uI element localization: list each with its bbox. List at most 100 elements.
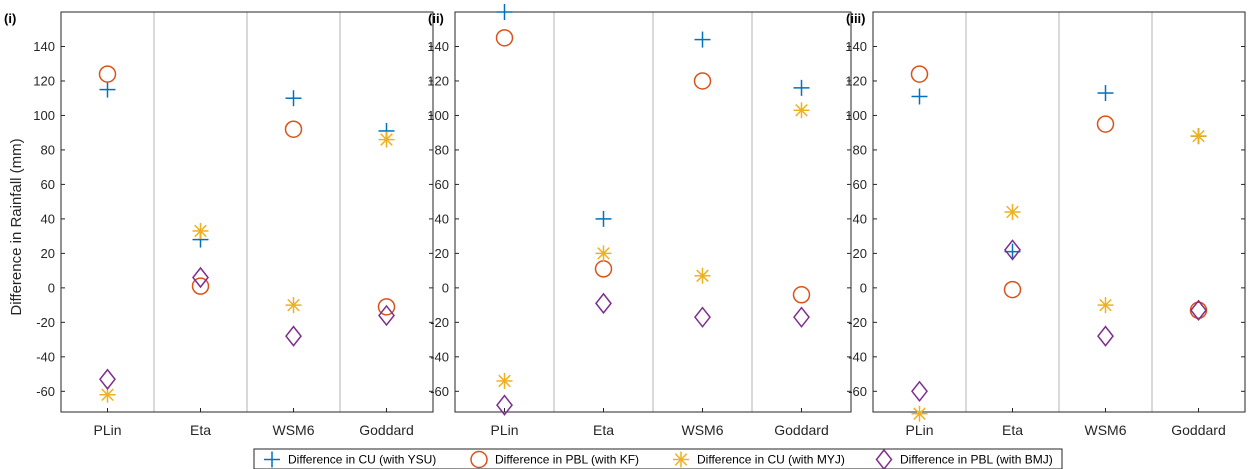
legend-box <box>253 448 1063 469</box>
x-tick-label: Goddard <box>359 422 413 438</box>
asterisk-data-point <box>911 405 928 422</box>
panels: (i) -60 -40 -20 0 20 40 60 80 100 120 140 PLin Eta WSM… <box>4 4 1246 438</box>
y-tick-label: -40 <box>848 349 867 364</box>
x-tick-label: PLin <box>93 422 121 438</box>
panel-label: (ii) <box>428 11 444 26</box>
legend-entry: Difference in CU (with MYJ) <box>673 451 845 468</box>
y-tick-label: -40 <box>430 349 449 364</box>
y-tick-label: 20 <box>41 246 55 261</box>
diamond-data-point <box>1097 325 1114 347</box>
chart-panel-1: (i) -60 -40 -20 0 20 40 60 80 100 120 140 PLin Eta WSM… <box>4 11 434 438</box>
legend-label: Difference in CU (with YSU) <box>288 453 436 467</box>
plus-data-point <box>595 210 612 227</box>
asterisk-data-point <box>1190 128 1207 145</box>
diamond-data-point <box>595 292 612 315</box>
asterisk-data-point <box>1004 204 1021 220</box>
circle-data-point <box>1189 301 1208 320</box>
circle-data-point <box>792 286 811 304</box>
asterisk-data-point <box>378 131 395 148</box>
circle-data-point <box>495 29 514 47</box>
y-tick-label: 40 <box>41 211 55 226</box>
y-tick-label: 140 <box>33 39 55 54</box>
legend-entry: Difference in PBL (with KF) <box>470 450 639 469</box>
x-tick-label: PLin <box>905 422 933 438</box>
y-tick-label: 20 <box>435 246 449 261</box>
x-tick-label: Eta <box>593 422 614 438</box>
y-tick-label: 120 <box>427 73 449 88</box>
diamond-data-point <box>793 306 810 328</box>
chart-panel-2: (ii) -60 -40 -20 0 20 40 60 80 100 120 140 PLin Eta WS… <box>427 4 852 438</box>
axes-box <box>60 11 434 413</box>
plus-data-point <box>911 88 928 105</box>
asterisk-data-point <box>285 297 302 314</box>
plus-data-point <box>694 31 711 48</box>
plus-data-point <box>285 90 302 107</box>
y-tick-label: 60 <box>435 177 449 192</box>
x-tick-label: Eta <box>190 422 211 438</box>
asterisk-data-point <box>694 267 711 284</box>
asterisk-data-point <box>1097 297 1114 314</box>
circle-data-point <box>693 72 712 90</box>
circle-data-point <box>191 277 210 295</box>
x-tick-label: WSM6 <box>1085 422 1127 438</box>
y-tick-label: 140 <box>845 39 867 54</box>
y-tick-label: 80 <box>435 142 449 157</box>
plus-data-point <box>99 81 116 98</box>
diamond-data-point <box>1190 299 1207 321</box>
x-tick-label: PLin <box>490 422 518 438</box>
y-tick-label: 20 <box>853 246 867 261</box>
diamond-data-point <box>285 325 302 347</box>
circle-data-point <box>1096 115 1115 133</box>
y-tick-label: 140 <box>427 39 449 54</box>
legend-entry: Difference in PBL (with BMJ) <box>875 448 1053 469</box>
y-tick-label: 0 <box>48 280 55 295</box>
diamond-data-point <box>378 304 395 327</box>
x-tick-label: Eta <box>1002 422 1023 438</box>
y-tick-label: 40 <box>853 211 867 226</box>
y-tick-label: -20 <box>848 315 867 330</box>
y-tick-label: -60 <box>36 384 55 399</box>
chart-panel-3: (iii) -60 -40 -20 0 20 40 60 80 100 120 140 PLin Eta W… <box>845 11 1246 438</box>
circle-data-point <box>1003 280 1022 299</box>
plus-data-point <box>496 4 513 20</box>
y-tick-label: 0 <box>442 280 449 295</box>
y-tick-label: 60 <box>41 177 55 192</box>
circle-data-point <box>377 298 396 316</box>
plus-data-point <box>793 79 810 96</box>
x-tick-label: WSM6 <box>273 422 315 438</box>
y-axis-label: Difference in Rainfall (mm) <box>8 138 25 315</box>
legend-label: Difference in PBL (with BMJ) <box>900 453 1053 467</box>
asterisk-icon <box>673 451 689 468</box>
legend-label: Difference in PBL (with KF) <box>495 453 639 467</box>
y-tick-label: 100 <box>427 108 449 123</box>
diamond-icon <box>875 448 893 469</box>
axes-box <box>872 11 1246 413</box>
y-tick-label: -60 <box>848 384 867 399</box>
diamond-data-point <box>1004 239 1021 261</box>
plus-icon <box>264 451 280 468</box>
diamond-data-point <box>192 266 209 289</box>
y-tick-label: -40 <box>36 349 55 364</box>
circle-data-point <box>594 260 613 278</box>
asterisk-data-point <box>595 245 612 262</box>
circle-data-point <box>284 120 303 138</box>
y-tick-label: 80 <box>853 142 867 157</box>
y-tick-label: 40 <box>435 211 449 226</box>
y-tick-label: 100 <box>845 108 867 123</box>
y-tick-label: 100 <box>33 108 55 123</box>
y-tick-label: -20 <box>430 315 449 330</box>
y-tick-label: 120 <box>33 73 55 88</box>
y-tick-label: -60 <box>430 384 449 399</box>
asterisk-data-point <box>192 222 209 239</box>
panel-label: (iii) <box>846 11 866 26</box>
y-tick-label: 80 <box>41 142 55 157</box>
legend-label: Difference in CU (with MYJ) <box>697 453 845 467</box>
asterisk-data-point <box>793 102 810 119</box>
legend-entry: Difference in CU (with YSU) <box>264 451 436 468</box>
y-tick-label: 60 <box>853 177 867 192</box>
circle-data-point <box>98 65 117 83</box>
diamond-data-point <box>694 306 711 328</box>
panel-label: (i) <box>4 11 16 26</box>
diamond-data-point <box>911 380 928 403</box>
y-tick-label: -20 <box>36 315 55 330</box>
